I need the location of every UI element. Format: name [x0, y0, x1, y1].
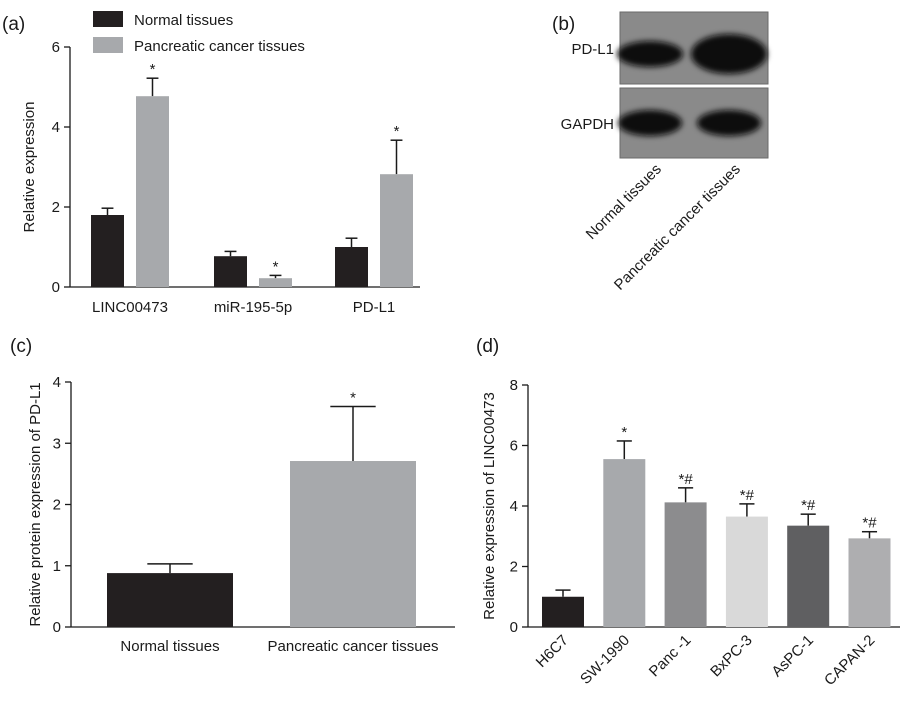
panel-a-bar-chart: 0 2 4 6 Relative expression * LINC00473 * miR-19…	[21, 11, 420, 316]
blot-lane-label: Normal tissues	[583, 161, 665, 243]
blot-row-label: PD-L1	[571, 41, 614, 58]
y-tick-label: 4	[53, 374, 61, 391]
y-tick-label: 1	[53, 558, 61, 575]
y-tick-label: 2	[52, 199, 60, 216]
y-tick-label: 8	[510, 377, 518, 394]
panel-c-bar-chart: 0 1 2 3 4 Relative protein expression of PD-L…	[27, 374, 455, 655]
bar-normal-tissues-linc00473	[91, 215, 124, 287]
bar-sw-1990-significance-label: *	[621, 424, 627, 441]
bar-bxpc-3	[725, 516, 768, 627]
bar-sw-1990	[603, 459, 646, 627]
y-tick-label: 6	[510, 438, 518, 455]
x-tick-label: BxPC-3	[707, 632, 756, 681]
bar-aspc-1	[787, 525, 830, 627]
x-tick-label: LINC00473	[92, 299, 168, 316]
blot-lane-label: Pancreatic cancer tissues	[611, 161, 744, 294]
x-tick-label: AsPC-1	[768, 632, 817, 681]
bar-pancreatic-cancer-tissues-pd-l1	[380, 174, 413, 287]
panel-label-c: (c)	[10, 336, 32, 357]
y-tick-label: 0	[53, 619, 61, 636]
y-axis-label: Relative expression of LINC00473	[481, 392, 498, 620]
legend-swatch-pancreatic-cancer-tissues	[93, 37, 123, 53]
bar-pancreatic-cancer-tissues	[290, 461, 416, 627]
panel-d-bar-chart: 0 2 4 6 8 Relative expression of LINC00473 H6C…	[481, 377, 900, 689]
x-tick-label: Pancreatic cancer tissues	[268, 638, 439, 655]
y-axis-label: Relative protein expression of PD-L1	[27, 382, 44, 626]
y-tick-label: 4	[510, 498, 518, 515]
y-tick-label: 2	[53, 497, 61, 514]
blot-band-pd-l1-lane-1	[617, 41, 683, 67]
x-tick-label: Panc -1	[646, 632, 695, 681]
y-tick-label: 6	[52, 39, 60, 56]
legend-swatch-normal-tissues	[93, 11, 123, 27]
bar-capan-2	[848, 538, 891, 627]
y-tick-label: 0	[52, 279, 60, 296]
x-tick-label: PD-L1	[353, 299, 396, 316]
x-tick-label: SW-1990	[577, 632, 633, 688]
bar-normal-tissues-mir-195-5p	[214, 256, 247, 287]
panel-label-d: (d)	[476, 336, 499, 357]
bar-pancreatic-cancer-tissues-pd-l1-significance-label: *	[394, 123, 400, 140]
y-tick-label: 2	[510, 559, 518, 576]
bar-capan-2-significance-label: *#	[862, 515, 877, 532]
bar-pancreatic-cancer-tissues-mir-195-5p-significance-label: *	[273, 258, 279, 275]
y-tick-label: 4	[52, 119, 60, 136]
legend-label-normal-tissues: Normal tissues	[134, 12, 233, 29]
bar-normal-tissues-pd-l1	[335, 247, 368, 287]
blot-row-label: GAPDH	[561, 116, 614, 133]
x-tick-label: H6C7	[533, 632, 572, 671]
x-tick-label: CAPAN-2	[821, 632, 878, 689]
y-axis-label: Relative expression	[21, 102, 38, 233]
panel-label-a: (a)	[2, 14, 25, 35]
legend-label-pancreatic-cancer-tissues: Pancreatic cancer tissues	[134, 38, 305, 55]
bar-normal-tissues	[107, 573, 233, 627]
bar-pancreatic-cancer-tissues-linc00473	[136, 96, 169, 287]
bar-pancreatic-cancer-tissues-significance-label: *	[350, 390, 356, 407]
blot-band-gapdh-lane-1	[618, 110, 682, 136]
y-tick-label: 3	[53, 435, 61, 452]
y-tick-label: 0	[510, 619, 518, 636]
bar-panc-1-significance-label: *#	[679, 471, 694, 488]
x-tick-label: Normal tissues	[120, 638, 219, 655]
blot-band-gapdh-lane-2	[697, 110, 761, 136]
bar-pancreatic-cancer-tissues-mir-195-5p	[259, 278, 292, 287]
panel-label-b: (b)	[552, 14, 575, 35]
bar-pancreatic-cancer-tissues-linc00473-significance-label: *	[150, 61, 156, 78]
bar-h6c7	[542, 596, 584, 627]
bar-panc-1	[664, 502, 707, 627]
bar-bxpc-3-significance-label: *#	[740, 487, 755, 504]
x-tick-label: miR-195-5p	[214, 299, 292, 316]
blot-band-pd-l1-lane-2	[691, 34, 767, 74]
bar-aspc-1-significance-label: *#	[801, 497, 816, 514]
